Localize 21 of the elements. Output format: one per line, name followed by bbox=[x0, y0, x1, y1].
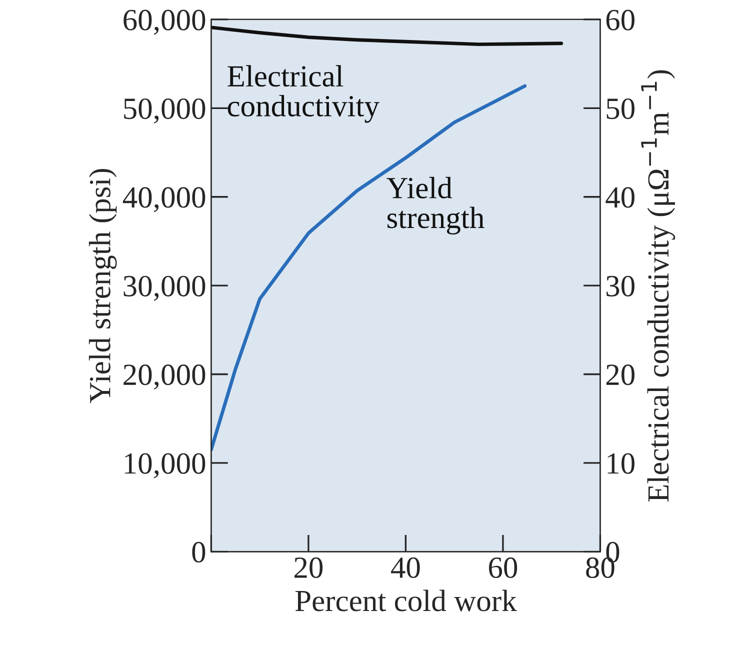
series-label: Yield strength bbox=[386, 176, 484, 235]
y-axis-title: Yield strength (psi) bbox=[88, 168, 117, 404]
y2-tick-label: 20 bbox=[606, 364, 634, 386]
y2-axis-title: Electrical conductivity (μΩ$^{−1}$m$^{−1}$) bbox=[641, 70, 676, 502]
y2-tick-label: 10 bbox=[608, 453, 634, 474]
x-axis-title: Percent cold work bbox=[295, 590, 517, 612]
y2-tick-label: 40 bbox=[606, 187, 634, 208]
x-tick-label: 60 bbox=[488, 557, 518, 578]
x-tick-label: 20 bbox=[294, 557, 323, 578]
series-label: Electrical conductivity bbox=[228, 65, 380, 123]
y-tick-label: 30,000 bbox=[124, 276, 206, 301]
y-tick-label: 10,000 bbox=[124, 453, 206, 478]
y-tick-label: 40,000 bbox=[122, 187, 206, 212]
x-tick-label: 40 bbox=[391, 557, 420, 578]
y-tick-label: 20,000 bbox=[124, 364, 206, 390]
y-tick-label: 50,000 bbox=[124, 98, 206, 124]
y2-tick-label: 60 bbox=[606, 10, 634, 30]
y-tick-label: 60,000 bbox=[124, 10, 206, 35]
y2-tick-label: 30 bbox=[606, 276, 634, 296]
y-tick-label: 0 bbox=[192, 542, 206, 563]
y2-tick-label: 50 bbox=[606, 98, 634, 120]
